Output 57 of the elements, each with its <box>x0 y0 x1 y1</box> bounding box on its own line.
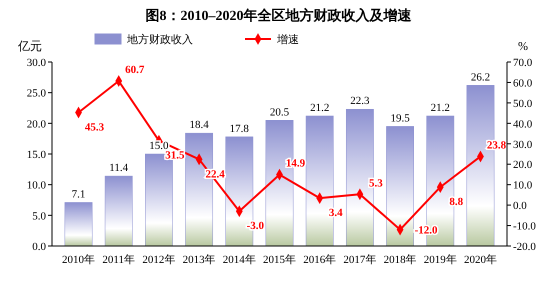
y2-tick-label: 30.0 <box>513 138 533 151</box>
y2-tick-label: 50.0 <box>513 98 533 110</box>
x-tick-label: 2012年 <box>142 254 176 266</box>
data-label: -3.0 <box>246 220 265 232</box>
x-tick-label: 2014年 <box>222 254 256 266</box>
y-tick-label: 0.0 <box>32 241 46 253</box>
data-label: 45.3 <box>84 122 105 134</box>
data-label: -12.0 <box>414 224 438 237</box>
y2-tick-label: 70.0 <box>513 57 533 69</box>
y-tick-label: 30.0 <box>26 57 46 69</box>
y2-axis-title: % <box>518 39 528 53</box>
data-label: 11.4 <box>109 162 129 174</box>
data-label: 5.3 <box>369 177 384 190</box>
bar <box>64 202 92 246</box>
data-label: 26.2 <box>470 71 490 84</box>
bar <box>104 176 133 246</box>
y-tick-label: 15.0 <box>26 149 46 161</box>
data-label: 60.7 <box>125 64 145 76</box>
data-label: 8.8 <box>449 196 464 208</box>
y2-tick-label: 10.0 <box>513 180 533 192</box>
x-tick-label: 2018年 <box>384 254 417 266</box>
y-axis-title: 亿元 <box>17 39 42 53</box>
data-label: 14.9 <box>286 158 306 170</box>
x-tick-label: 2010年 <box>62 254 96 266</box>
legend-label: 地方财政收入 <box>126 33 193 46</box>
x-tick-label: 2020年 <box>464 254 497 266</box>
data-label: 21.2 <box>310 102 330 114</box>
data-label: 7.1 <box>72 188 86 200</box>
y2-tick-label: 40.0 <box>513 118 533 130</box>
data-label: 31.5 <box>165 150 186 162</box>
data-label: 22.3 <box>350 95 370 108</box>
y2-tick-label: -10.0 <box>513 220 536 233</box>
data-label: 20.5 <box>270 106 290 118</box>
data-label: 21.2 <box>430 102 450 114</box>
x-tick-label: 2016年 <box>303 254 336 266</box>
chart-title: 图8：2010–2020年全区地方财政收入及增速 <box>146 7 412 24</box>
y-tick-label: 25.0 <box>26 88 46 100</box>
data-label: 19.5 <box>390 112 410 124</box>
x-tick-label: 2013年 <box>182 254 216 266</box>
bar <box>386 126 414 246</box>
x-tick-label: 2015年 <box>263 254 296 266</box>
y-tick-label: 5.0 <box>32 210 46 222</box>
y2-tick-label: 0.0 <box>513 200 528 212</box>
data-label: 18.4 <box>189 119 210 132</box>
x-tick-label: 2019年 <box>424 254 457 266</box>
data-label: 15.0 <box>149 140 170 152</box>
data-label: 3.4 <box>328 207 344 220</box>
y-tick-label: 20.0 <box>26 118 46 130</box>
y2-tick-label: -20.0 <box>513 241 536 253</box>
y2-tick-label: 20.0 <box>513 159 533 172</box>
y-tick-label: 10.0 <box>26 180 46 192</box>
y2-tick-label: 60.0 <box>513 77 533 90</box>
x-tick-label: 2017年 <box>343 254 376 266</box>
legend-label: 增速 <box>276 33 299 46</box>
data-label: 23.8 <box>486 139 507 152</box>
data-label: 17.8 <box>230 122 250 135</box>
x-tick-label: 2011年 <box>102 254 136 266</box>
